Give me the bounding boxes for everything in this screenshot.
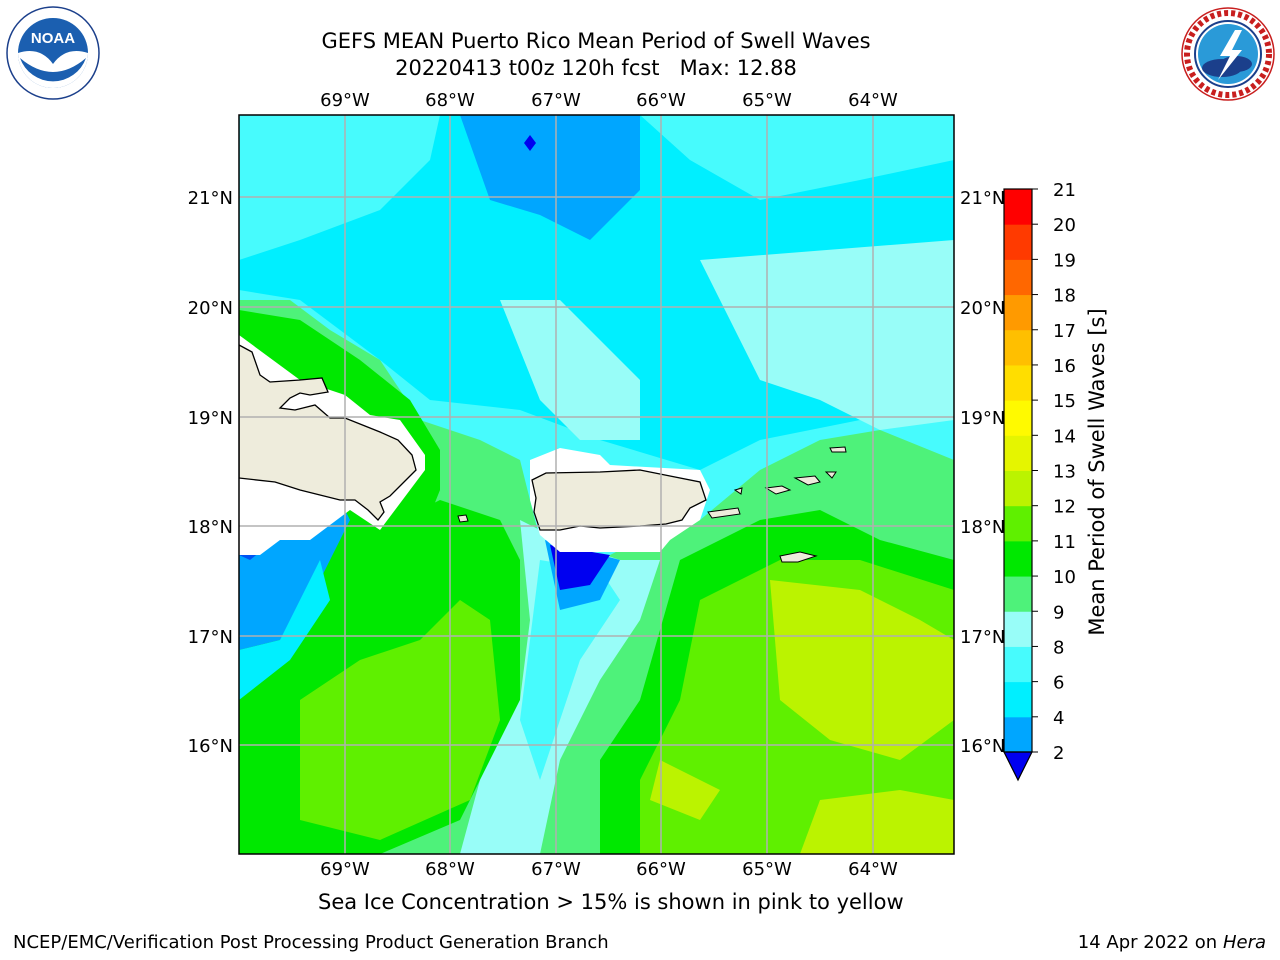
footer-date-text: 14 Apr 2022 on — [1077, 932, 1223, 953]
colorbar-tick-label: 21 — [1053, 180, 1076, 201]
lon-label-bottom: 65°W — [742, 859, 792, 880]
lon-label-bottom: 64°W — [848, 859, 898, 880]
colorbar-segment — [1004, 435, 1032, 471]
lon-label-top: 69°W — [320, 90, 370, 111]
lon-label-bottom: 68°W — [425, 859, 475, 880]
footer-date: 14 Apr 2022 on Hera — [1078, 932, 1266, 953]
colorbar-segment — [1004, 716, 1032, 753]
colorbar-tick-label: 13 — [1053, 462, 1076, 483]
lat-label-left: 18°N — [188, 517, 233, 538]
colorbar-label: Mean Period of Swell Waves [s] — [1085, 308, 1109, 636]
colorbar-tick-label: 6 — [1053, 673, 1064, 694]
lon-label-top: 67°W — [531, 90, 581, 111]
lat-label-right: 19°N — [960, 408, 1005, 429]
colorbar-segment — [1004, 400, 1032, 436]
colorbar-segment — [1004, 576, 1032, 612]
lon-label-top: 65°W — [742, 90, 792, 111]
lon-label-top: 68°W — [425, 90, 475, 111]
colorbar-segment — [1004, 224, 1032, 260]
lon-label-top: 64°W — [848, 90, 898, 111]
colorbar-tick-label: 9 — [1053, 602, 1064, 623]
colorbar-tick-label: 17 — [1053, 321, 1076, 342]
colorbar-tick-label: 20 — [1053, 215, 1076, 236]
colorbar-tick-label: 11 — [1053, 532, 1076, 553]
lat-label-right: 20°N — [960, 298, 1005, 319]
colorbar-tick-label: 10 — [1053, 567, 1076, 588]
footer-host: Hera — [1222, 932, 1266, 953]
colorbar-segment — [1004, 294, 1032, 331]
lat-label-left: 17°N — [188, 627, 233, 648]
colorbar-tick-label: 8 — [1053, 637, 1064, 658]
colorbar-extend-triangle — [1003, 751, 1033, 782]
colorbar-segment — [1004, 364, 1032, 401]
noaa-logo-text: NOAA — [31, 30, 75, 47]
sea-ice-note: Sea Ice Concentration > 15% is shown in … — [318, 890, 904, 914]
lon-label-bottom: 66°W — [636, 859, 686, 880]
colorbar-segment — [1004, 329, 1032, 366]
colorbar-tick-label: 12 — [1053, 497, 1076, 518]
map-title-line2: 20220413 t00z 120h fcst Max: 12.88 — [395, 56, 797, 80]
lat-label-left: 21°N — [188, 188, 233, 209]
colorbar-segment — [1004, 611, 1032, 647]
colorbar-segment — [1004, 259, 1032, 296]
colorbar-segment — [1004, 189, 1032, 225]
lat-label-left: 20°N — [188, 298, 233, 319]
map-frame — [238, 114, 955, 855]
noaa-logo-icon: NOAA — [6, 6, 100, 100]
colorbar-tick-label: 4 — [1053, 708, 1064, 729]
lon-label-bottom: 69°W — [320, 859, 370, 880]
lat-label-right: 17°N — [960, 627, 1005, 648]
colorbar — [1003, 188, 1033, 782]
map-title-line1: GEFS MEAN Puerto Rico Mean Period of Swe… — [321, 29, 871, 53]
colorbar-segment — [1004, 470, 1032, 507]
lat-label-right: 16°N — [960, 736, 1005, 757]
colorbar-tick-label: 18 — [1053, 286, 1076, 307]
nws-logo-icon — [1181, 7, 1275, 101]
colorbar-segment — [1004, 540, 1032, 577]
lat-label-right: 18°N — [960, 517, 1005, 538]
lon-label-top: 66°W — [636, 90, 686, 111]
lat-label-left: 19°N — [188, 408, 233, 429]
colorbar-tick-label: 14 — [1053, 426, 1076, 447]
colorbar-tick-label: 16 — [1053, 356, 1076, 377]
colorbar-tick-label: 15 — [1053, 391, 1076, 412]
colorbar-segment — [1004, 646, 1032, 683]
colorbar-segment — [1004, 505, 1032, 542]
footer-branch: NCEP/EMC/Verification Post Processing Pr… — [13, 932, 609, 953]
lon-label-bottom: 67°W — [531, 859, 581, 880]
colorbar-tick-label: 19 — [1053, 250, 1076, 271]
lat-label-right: 21°N — [960, 188, 1005, 209]
colorbar-segment — [1004, 681, 1032, 718]
colorbar-tick-label: 2 — [1053, 743, 1064, 764]
lat-label-left: 16°N — [188, 736, 233, 757]
